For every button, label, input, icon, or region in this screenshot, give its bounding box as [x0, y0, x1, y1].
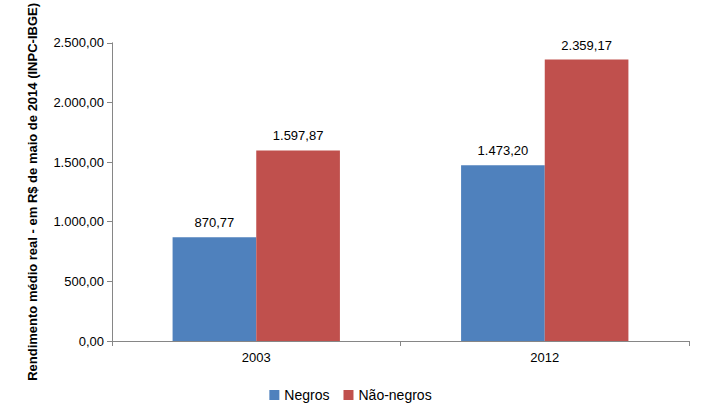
svg-text:870,77: 870,77 [195, 215, 235, 230]
svg-text:2.359,17: 2.359,17 [561, 38, 612, 53]
svg-text:2.500,00: 2.500,00 [53, 35, 104, 50]
svg-text:1.000,00: 1.000,00 [53, 214, 104, 229]
svg-text:Não-negros: Não-negros [358, 387, 431, 403]
svg-text:2012: 2012 [530, 350, 559, 365]
svg-text:2003: 2003 [242, 350, 271, 365]
svg-text:0,00: 0,00 [79, 334, 104, 349]
svg-text:Rendimento médio real - em R$: Rendimento médio real - em R$ de maio de… [25, 3, 40, 381]
svg-text:1.500,00: 1.500,00 [53, 155, 104, 170]
svg-text:1.473,20: 1.473,20 [478, 143, 529, 158]
svg-text:1.597,87: 1.597,87 [273, 128, 324, 143]
svg-text:Negros: Negros [284, 387, 329, 403]
svg-text:2.000,00: 2.000,00 [53, 95, 104, 110]
svg-text:500,00: 500,00 [64, 274, 104, 289]
